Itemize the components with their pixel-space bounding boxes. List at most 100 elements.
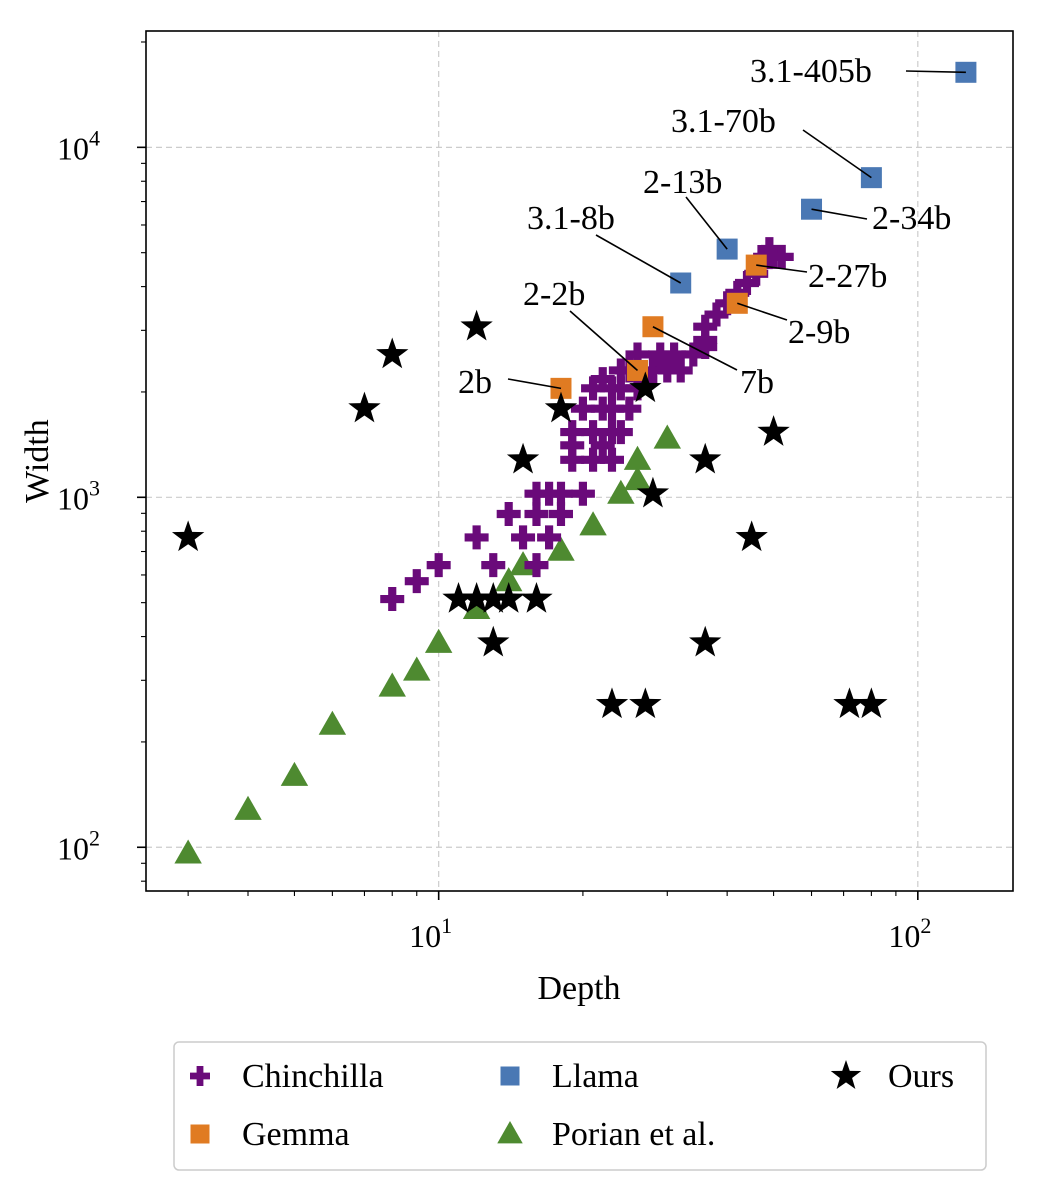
y-tick-label-exponent: 4 (89, 125, 100, 150)
porian-et-al-point (378, 672, 406, 697)
chinchilla-point (581, 376, 606, 401)
ours-point (855, 687, 888, 719)
annotation-leader-line (756, 264, 808, 273)
x-axis-label: Depth (537, 970, 620, 1007)
ours-point (544, 391, 578, 423)
legend-marker (500, 1066, 520, 1086)
chinchilla-point (511, 525, 536, 550)
grid-lines (146, 31, 1013, 891)
ours-point (629, 371, 662, 403)
x-tick-label: 102 (888, 913, 931, 954)
annotation-leader-line (595, 234, 682, 284)
ours-point (689, 625, 722, 657)
chinchilla-point (581, 447, 606, 472)
chinchilla-point (464, 525, 489, 550)
ours-point (348, 391, 381, 423)
porian-et-al-point (607, 479, 635, 504)
legend-frame (173, 1041, 987, 1171)
chinchilla-point (757, 237, 782, 262)
y-tick-label-exponent: 3 (89, 475, 100, 500)
chinchilla-point (548, 481, 573, 506)
ours-point (442, 582, 475, 613)
plot-area-frame (145, 30, 1014, 892)
ours-point (460, 309, 493, 341)
chinchilla-point (608, 376, 633, 401)
ours-point (689, 442, 722, 474)
ours-point (492, 582, 525, 613)
ours-point (171, 520, 205, 552)
porian-et-al-point (234, 795, 262, 820)
chinchilla-point (570, 481, 595, 506)
annotation-label: 2-13b (643, 164, 722, 201)
x-tick-label-exponent: 1 (441, 913, 452, 938)
ours-point (833, 687, 866, 719)
legend-label: Porian et al. (552, 1116, 715, 1153)
annotation-leader-line (811, 208, 868, 220)
chinchilla-point (581, 420, 606, 445)
chinchilla-point (560, 420, 585, 445)
legend-label: Gemma (242, 1116, 350, 1153)
chinchilla-point (560, 433, 585, 458)
legend-marker (190, 1066, 210, 1086)
porian-et-al-point (403, 656, 431, 681)
annotation-label: 2b (458, 364, 492, 401)
ours-point (595, 687, 629, 719)
y-axis-label: Width (19, 419, 56, 503)
chinchilla-point (496, 501, 521, 526)
chinchilla-point (693, 314, 718, 339)
annotation-leader-line (507, 378, 562, 390)
annotation-leader-line (802, 129, 872, 179)
y-tick-label-exponent: 2 (89, 825, 100, 850)
annotation-leader-line (652, 326, 738, 371)
y-tick-label-base: 10 (57, 830, 89, 866)
chinchilla-point (617, 396, 642, 421)
chinchilla-point (590, 367, 615, 392)
chinchilla-point (524, 553, 549, 578)
chinchilla-point (380, 587, 405, 612)
y-tick-label: 103 (57, 475, 100, 516)
y-tick-label: 104 (57, 125, 100, 166)
chinchilla-point (524, 481, 549, 506)
x-tick-label-base: 10 (409, 918, 441, 954)
annotation-leader-line (685, 196, 728, 250)
annotations: 2b 2-2b 7b 2-9b 2-27b 3.1-8b 2-13b 2-34b 3.1-70b… (458, 53, 966, 401)
x-tick-label: 101 (409, 913, 452, 954)
porian-et-al-point (424, 628, 453, 653)
chinchilla-point (599, 447, 624, 472)
chinchilla-point (681, 342, 706, 367)
annotation-label: 7b (740, 364, 774, 401)
data-marks (171, 61, 977, 864)
porian-et-al-point (547, 536, 575, 561)
annotation-label: 2-2b (523, 276, 585, 313)
chinchilla-point (599, 396, 624, 421)
legend-label: Chinchilla (242, 1058, 384, 1095)
y-tick-label-base: 10 (57, 480, 89, 516)
legend-marker (830, 1060, 862, 1089)
y-tick-label-base: 10 (57, 130, 89, 166)
chinchilla-point (548, 501, 573, 526)
ours-point (636, 476, 670, 508)
llama-point (716, 238, 738, 260)
chinchilla-point (524, 501, 549, 526)
chinchilla-point (640, 358, 665, 383)
ours-point (757, 415, 790, 446)
ours-point (629, 687, 662, 719)
chinchilla-point (570, 396, 595, 421)
ours-point (506, 442, 540, 474)
annotation-label: 3.1-405b (750, 53, 872, 90)
chinchilla-point (426, 553, 451, 578)
porian-et-al-point (318, 710, 347, 735)
chinchilla-point (481, 553, 506, 578)
x-tick-label-exponent: 2 (920, 913, 931, 938)
annotation-leader-line (569, 310, 639, 372)
legend-label: Ours (888, 1058, 954, 1095)
chinchilla-point (769, 244, 794, 269)
ours-point (460, 582, 493, 613)
chinchilla-point (404, 569, 429, 594)
annotation-label: 2-27b (808, 258, 887, 295)
ours-point (477, 625, 510, 657)
x-tick-label-base: 10 (888, 918, 920, 954)
chinchilla-point (560, 447, 585, 472)
